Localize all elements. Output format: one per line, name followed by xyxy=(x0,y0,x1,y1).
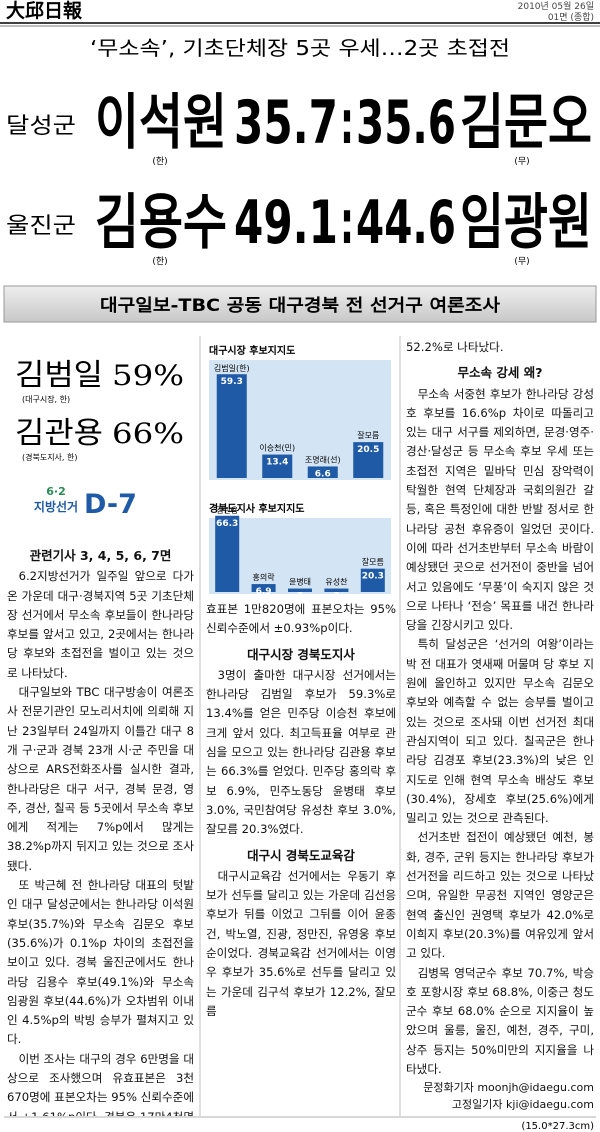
bar xyxy=(324,588,349,592)
section-heading: 대구시장 경북도지사 xyxy=(247,646,355,662)
bar-category: 이승천(민) xyxy=(259,443,295,453)
party: (무) xyxy=(514,256,529,267)
bar-value: 59.3 xyxy=(221,377,243,387)
bar-value: 13.4 xyxy=(266,458,288,468)
score: 49.1 xyxy=(234,188,338,258)
bar-category: 김범일(한) xyxy=(214,363,250,373)
paragraph: 대구시교육감 선거에서는 우동기 후보가 선두를 달리고 있는 가운데 김선응 … xyxy=(206,868,396,1018)
section-heading: 무소속 강세 왜? xyxy=(457,365,543,381)
bar-value: 3 xyxy=(297,592,303,602)
dday-countdown: D-7 xyxy=(84,489,137,520)
plot-area xyxy=(209,518,391,594)
paragraph: 김병목 영덕군수 후보 70.7%, 박승호 포항시장 후보 68.8%, 이중… xyxy=(406,965,594,1076)
section-heading: 대구시 경북도교육감 xyxy=(247,847,355,863)
paragraph: 3명이 출마한 대구시장 선거에서는 한나라당 김범일 후보가 59.3%로 1… xyxy=(206,667,396,837)
paragraph: 이번 조사는 대구의 경우 6만명을 대상으로 조사했으며 유효표본은 3천67… xyxy=(7,1051,194,1116)
candidate-name: 김문오 xyxy=(460,88,592,158)
highlight-role: (대구시장, 한) xyxy=(22,394,70,404)
party: (한) xyxy=(152,256,167,267)
highlight-name: 김범일 xyxy=(15,358,103,393)
paragraph: 또 박근혜 전 한나라당 대표의 텃밭인 대구 달성군에서는 한나라당 이석원 … xyxy=(7,878,194,1047)
bar xyxy=(287,588,313,592)
highlight-role: (경북도지사, 한) xyxy=(22,452,78,462)
headline: ‘무소속’, 기초단체장 5곳 우세…2곳 초접전 xyxy=(90,36,510,60)
related-articles: 관련기사 3, 4, 5, 6, 7면 xyxy=(29,548,172,563)
bar-category: 조명래(선) xyxy=(305,454,341,464)
party: (무) xyxy=(514,156,529,167)
dday-event: 6·2 xyxy=(46,485,66,498)
bar-value: 3 xyxy=(333,592,339,602)
bar-value: 6.6 xyxy=(315,469,331,479)
race-region: 달성군 xyxy=(6,114,76,139)
highlight-name: 김관용 xyxy=(15,416,103,451)
candidate-name: 김용수 xyxy=(95,188,227,258)
separator: : xyxy=(340,88,354,158)
column-3: 52.2%로 나타났다. 무소속 강세 왜? 무소속 서중현 후보가 한나라당 강성… xyxy=(406,338,594,1116)
bar-category: 윤병태 xyxy=(289,578,311,587)
column-2: 효표본 1만820명에 표본오차는 95% 신뢰수준에서 ±0.93%p이다. 대… xyxy=(206,600,396,1116)
size-note: (15.0*27.3cm) xyxy=(521,1121,594,1132)
paragraph: 특히 달성군은 ‘선거의 여왕’이라는 박 전 대표가 엿새째 머물며 당 후보… xyxy=(406,637,594,826)
candidate-name: 임광원 xyxy=(460,188,592,258)
bar xyxy=(216,374,247,478)
separator: : xyxy=(340,188,354,258)
bar-category: 홍의락 xyxy=(253,572,276,582)
bar-value: 20.3 xyxy=(362,572,384,582)
column-1: 관련기사 3, 4, 5, 6, 7면 6.2지방선거가 일주일 앞으로 다가온 … xyxy=(7,540,194,1116)
candidate-name: 이석원 xyxy=(95,88,227,158)
bar-category: 유성찬 xyxy=(325,577,348,587)
bar xyxy=(307,466,338,478)
paragraph: 무소속 서중현 후보가 한나라당 강성호 후보를 16.6%p 차이로 따돌리고… xyxy=(406,386,594,633)
bar-value: 20.5 xyxy=(357,445,379,455)
byline: 문정화기자 moonjh@idaegu.com xyxy=(423,1081,594,1095)
byline: 고정일기자 kji@idaegu.com xyxy=(451,1098,594,1112)
paragraph: 선거초반 접전이 예상됐던 예천, 봉화, 경주, 군위 등지는 한나라당 후보… xyxy=(406,830,594,961)
masthead-date: 2010년 05월 26일 xyxy=(518,0,594,12)
banner-box xyxy=(3,285,597,323)
bar-category: 김관용 xyxy=(216,505,238,515)
score: 35.7 xyxy=(234,88,338,158)
paragraph: 효표본 1만820명에 표본오차는 95% 신뢰수준에서 ±0.93%p이다. xyxy=(206,602,396,636)
paragraph: 대구일보와 TBC 대구방송이 여론조사 전문기관인 모노리서치에 의뢰해 지난… xyxy=(7,685,194,873)
banner-text: 대구일보-TBC 공동 대구경북 전 선거구 여론조사 xyxy=(100,296,500,316)
dday-event-name: 지방선거 xyxy=(34,499,78,514)
masthead-page: 01면 (종합) xyxy=(548,12,594,23)
bar-value: 6.9 xyxy=(256,587,272,597)
bar-value: 66.3 xyxy=(216,519,238,529)
chart-title: 경북도지사 후보지지도 xyxy=(209,502,304,515)
bar xyxy=(262,454,293,478)
party: (한) xyxy=(152,156,167,167)
highlight-value: 59% xyxy=(112,359,184,392)
paragraph: 52.2%로 나타났다. xyxy=(406,340,504,354)
score: 35.6 xyxy=(356,88,456,158)
bar xyxy=(360,568,385,592)
chart-title: 대구시장 후보지지도 xyxy=(209,344,295,357)
bar-category: 잘모름 xyxy=(362,558,384,567)
bar xyxy=(251,584,276,592)
bar xyxy=(215,515,240,592)
score: 44.6 xyxy=(356,188,456,258)
paragraph: 6.2지방선거가 일주일 앞으로 다가온 가운데 대구·경북지역 5곳 기초단체… xyxy=(7,569,194,680)
bar-category: 잘모름 xyxy=(357,431,379,440)
masthead-name: 大邱日報 xyxy=(6,0,83,22)
highlight-value: 66% xyxy=(112,417,184,450)
bar xyxy=(353,442,384,478)
race-region: 울진군 xyxy=(6,214,76,239)
